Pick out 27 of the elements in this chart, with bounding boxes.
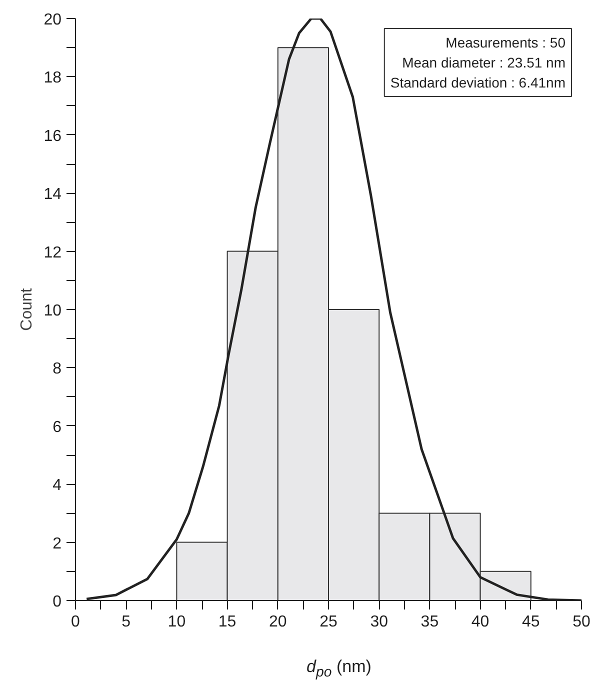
x-axis-title: d$_{po}$ (nm) [306, 656, 372, 682]
x-tick-label: 15 [218, 614, 236, 630]
y-tick-label: 12 [44, 244, 62, 262]
y-tick-label: 4 [52, 477, 62, 494]
y-tick-label: 6 [52, 418, 62, 436]
x-tick-label: 40 [471, 614, 490, 630]
x-tick-label: 45 [522, 614, 540, 630]
y-tick-label: 14 [44, 186, 62, 204]
y-tick-label: 16 [44, 128, 62, 145]
y-tick-label: 18 [44, 70, 62, 87]
annotation: Mean diameter : 23.51 nm [402, 54, 566, 70]
y-tick-label: 8 [52, 360, 62, 378]
y-tick-label: 0 [52, 594, 62, 610]
x-tick-label: 35 [420, 614, 439, 630]
x-tick-label: 50 [572, 614, 590, 630]
x-tick-label: 20 [269, 614, 287, 630]
y-tick-label: 2 [52, 535, 62, 552]
x-tick-label: 5 [122, 614, 131, 630]
x-tick-label: 30 [370, 614, 388, 630]
annotation: Standard deviation : 6.41nm [390, 74, 566, 90]
x-tick-label: 0 [71, 614, 80, 630]
y-tick-label: 10 [44, 302, 62, 320]
x-tick-label: 25 [320, 614, 338, 630]
y-axis-title: Count [18, 288, 36, 331]
x-tick-label: 10 [168, 614, 186, 630]
y-tick-label: 20 [44, 12, 62, 28]
annotation: Measurements : 50 [446, 34, 566, 50]
